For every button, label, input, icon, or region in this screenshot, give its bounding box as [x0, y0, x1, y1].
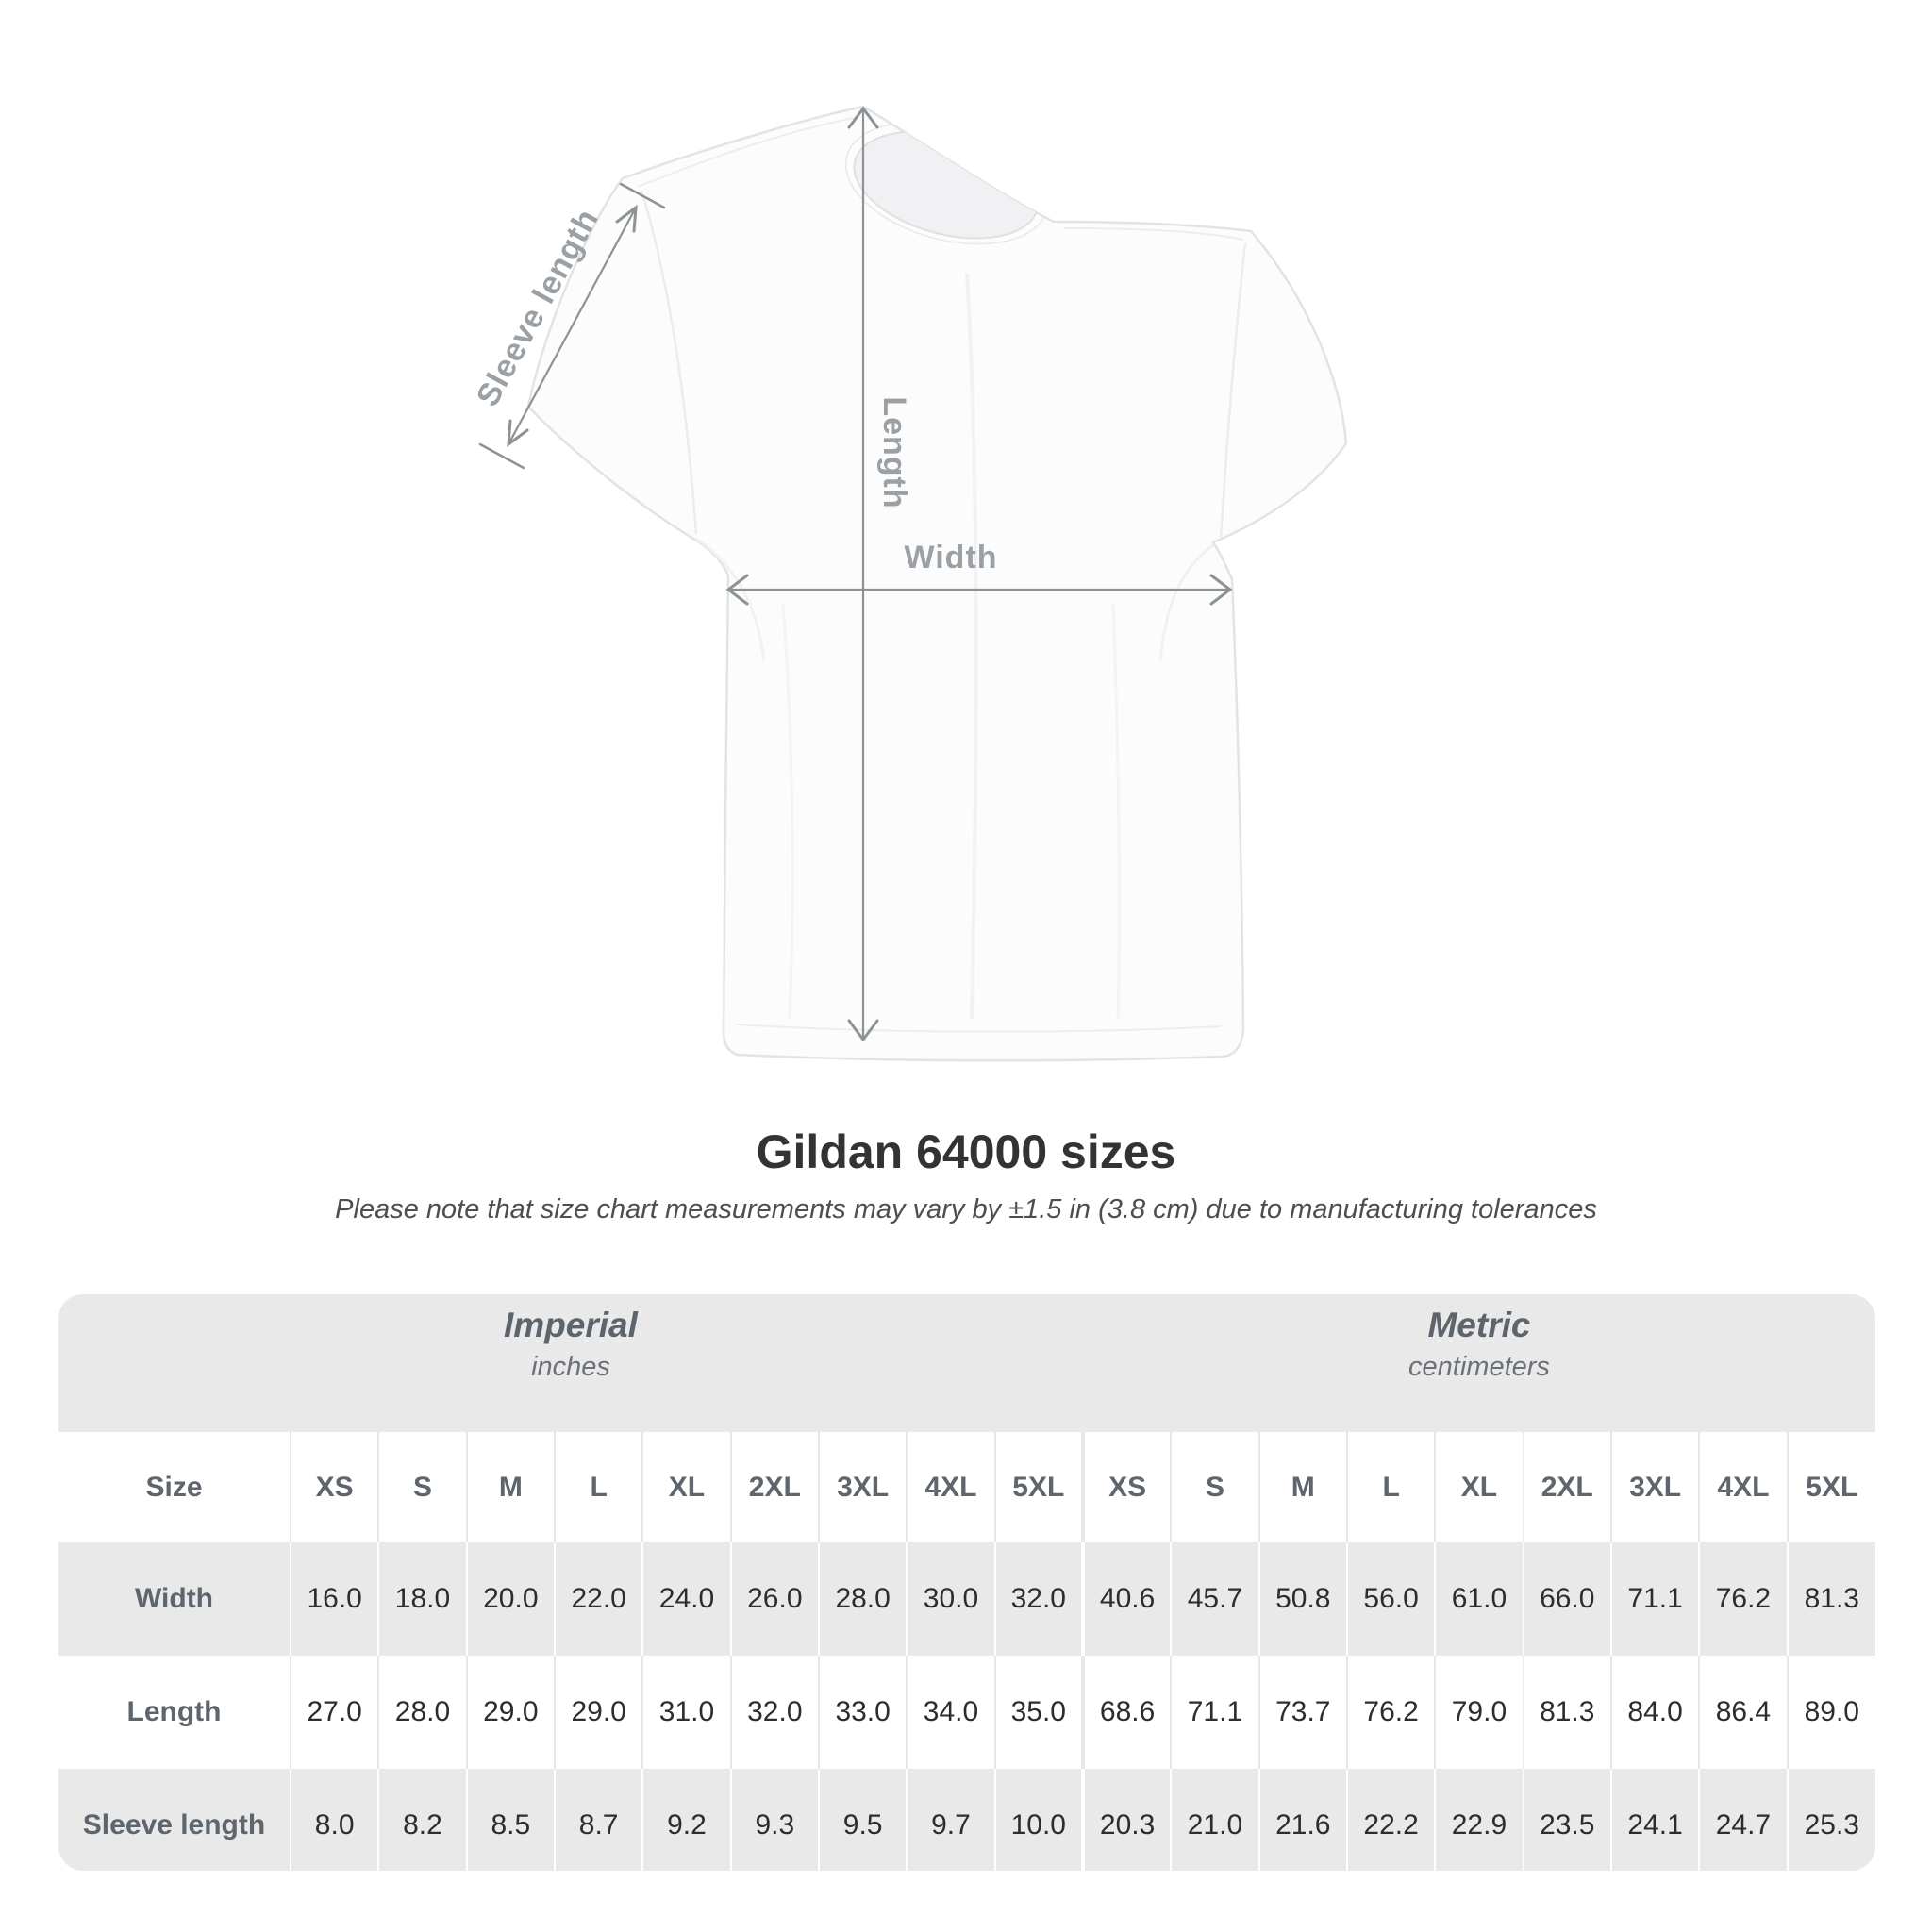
- measurement-cell: 61.0: [1434, 1542, 1524, 1656]
- size-column-header: M: [1257, 1432, 1347, 1542]
- measurement-cell: 20.0: [465, 1542, 555, 1656]
- size-column-header: 2XL: [1522, 1432, 1611, 1542]
- measurement-cell: 22.0: [553, 1542, 643, 1656]
- measurement-cell: 34.0: [906, 1656, 995, 1769]
- measurement-cell: 32.0: [993, 1542, 1083, 1656]
- size-chart-table-slot: Imperial inches Metric centimeters Size XS S M L…: [58, 1294, 1875, 1871]
- size-column-header: L: [553, 1432, 643, 1542]
- measurement-cell: 9.3: [729, 1769, 819, 1871]
- size-column-header: 3XL: [1609, 1432, 1700, 1542]
- size-column-header: S: [377, 1432, 467, 1542]
- size-column-header: 4XL: [906, 1432, 995, 1542]
- measurement-cell: 18.0: [377, 1542, 467, 1656]
- measurement-cell: 24.1: [1609, 1769, 1700, 1871]
- size-column-header: L: [1345, 1432, 1436, 1542]
- unit-group-unit: inches: [531, 1351, 610, 1382]
- measurement-cell: 71.1: [1170, 1656, 1259, 1769]
- measurement-cell: 10.0: [993, 1769, 1083, 1871]
- unit-group-header: Metric centimeters: [1082, 1294, 1875, 1432]
- measurement-cell: 32.0: [729, 1656, 819, 1769]
- measurement-cell: 23.5: [1522, 1769, 1611, 1871]
- size-column-header: 5XL: [1786, 1432, 1875, 1542]
- measurement-cell: 22.2: [1345, 1769, 1436, 1871]
- measurement-cell: 29.0: [465, 1656, 555, 1769]
- measurement-cell: 29.0: [553, 1656, 643, 1769]
- measurement-cell: 9.5: [817, 1769, 908, 1871]
- measurement-cell: 40.6: [1080, 1542, 1172, 1656]
- measurement-cell: 56.0: [1345, 1542, 1436, 1656]
- measurement-cell: 31.0: [641, 1656, 731, 1769]
- measurement-cell: 27.0: [289, 1656, 379, 1769]
- measurement-cell: 79.0: [1434, 1656, 1524, 1769]
- sizes-header-row: Size XS S M L XL 2XL 3XL 4XL 5XL XS S M L XL 2XL 3XL 4XL 5…: [58, 1432, 1875, 1542]
- width-label: Width: [904, 540, 997, 575]
- measurement-cell: 33.0: [817, 1656, 908, 1769]
- unit-groups-row: Imperial inches Metric centimeters: [58, 1294, 1875, 1432]
- measurement-row: Length 27.0 28.0 29.0 29.0 31.0 32.0 33.0 34.0 35…: [58, 1656, 1875, 1769]
- measurement-cell: 8.0: [289, 1769, 379, 1871]
- unit-group-unit: centimeters: [1408, 1351, 1550, 1382]
- measurement-cell: 66.0: [1522, 1542, 1611, 1656]
- measurement-row-label: Length: [126, 1696, 222, 1727]
- size-column-header: M: [465, 1432, 555, 1542]
- measurement-cell: 35.0: [993, 1656, 1083, 1769]
- tshirt-graphic: [526, 105, 1348, 1062]
- unit-group-header: Imperial inches: [58, 1294, 1083, 1432]
- measurement-row: Width 16.0 18.0 20.0 22.0 24.0 26.0 28.0 30.0 32.…: [58, 1542, 1875, 1656]
- size-header-label: Size: [145, 1471, 203, 1503]
- measurement-cell: 45.7: [1170, 1542, 1259, 1656]
- measurement-cell: 76.2: [1345, 1656, 1436, 1769]
- measurement-cell: 9.2: [641, 1769, 731, 1871]
- measurement-cell: 26.0: [729, 1542, 819, 1656]
- measurement-cell: 21.6: [1257, 1769, 1347, 1871]
- measurement-cell: 24.0: [641, 1542, 731, 1656]
- measurement-cell: 30.0: [906, 1542, 995, 1656]
- measurement-cell: 81.3: [1522, 1656, 1611, 1769]
- measurement-cell: 86.4: [1698, 1656, 1788, 1769]
- measurement-cell: 21.0: [1170, 1769, 1259, 1871]
- page-title: Gildan 64000 sizes: [756, 1125, 1176, 1178]
- unit-group-name: Imperial: [504, 1306, 638, 1344]
- measurement-cell: 71.1: [1609, 1542, 1700, 1656]
- measurement-cell: 28.0: [817, 1542, 908, 1656]
- measurement-row-label: Width: [134, 1583, 214, 1614]
- measurement-cell: 81.3: [1786, 1542, 1875, 1656]
- measurement-row-label: Sleeve length: [82, 1809, 266, 1840]
- sleeve-length-arrow: [478, 182, 666, 470]
- measurement-cell: 73.7: [1257, 1656, 1347, 1769]
- size-column-header: XL: [641, 1432, 731, 1542]
- measurement-cell: 9.7: [906, 1769, 995, 1871]
- size-column-header: 4XL: [1698, 1432, 1788, 1542]
- length-arrow: [847, 106, 879, 1042]
- size-column-header: 2XL: [729, 1432, 819, 1542]
- size-column-header: S: [1170, 1432, 1259, 1542]
- size-column-header: XS: [289, 1432, 379, 1542]
- measurement-cell: 28.0: [377, 1656, 467, 1769]
- measurement-cell: 24.7: [1698, 1769, 1788, 1871]
- size-column-header: 3XL: [817, 1432, 908, 1542]
- measurement-cell: 89.0: [1786, 1656, 1875, 1769]
- measurement-cell: 68.6: [1080, 1656, 1172, 1769]
- measurement-cell: 16.0: [289, 1542, 379, 1656]
- measurement-cell: 20.3: [1080, 1769, 1172, 1871]
- size-column-header: 5XL: [993, 1432, 1083, 1542]
- tshirt-measurement-diagram: Sleeve length Length Width: [453, 75, 1396, 1113]
- measurement-cell: 76.2: [1698, 1542, 1788, 1656]
- size-column-header: XS: [1080, 1432, 1172, 1542]
- measurement-cell: 8.5: [465, 1769, 555, 1871]
- measurement-cell: 8.2: [377, 1769, 467, 1871]
- measurement-cell: 50.8: [1257, 1542, 1347, 1656]
- tolerance-note: Please note that size chart measurements…: [335, 1194, 1597, 1224]
- size-chart-table: Imperial inches Metric centimeters Size XS S M L…: [58, 1294, 1875, 1871]
- size-column-header: XL: [1434, 1432, 1524, 1542]
- measurement-cell: 25.3: [1786, 1769, 1875, 1871]
- measurement-cell: 8.7: [553, 1769, 643, 1871]
- unit-group-name: Metric: [1427, 1306, 1531, 1344]
- length-label: Length: [876, 396, 912, 508]
- measurement-cell: 84.0: [1609, 1656, 1700, 1769]
- width-arrow: [725, 574, 1233, 606]
- measurement-cell: 22.9: [1434, 1769, 1524, 1871]
- measurement-row: Sleeve length 8.0 8.2 8.5 8.7 9.2 9.3 9.5 9.7 10.…: [58, 1769, 1875, 1871]
